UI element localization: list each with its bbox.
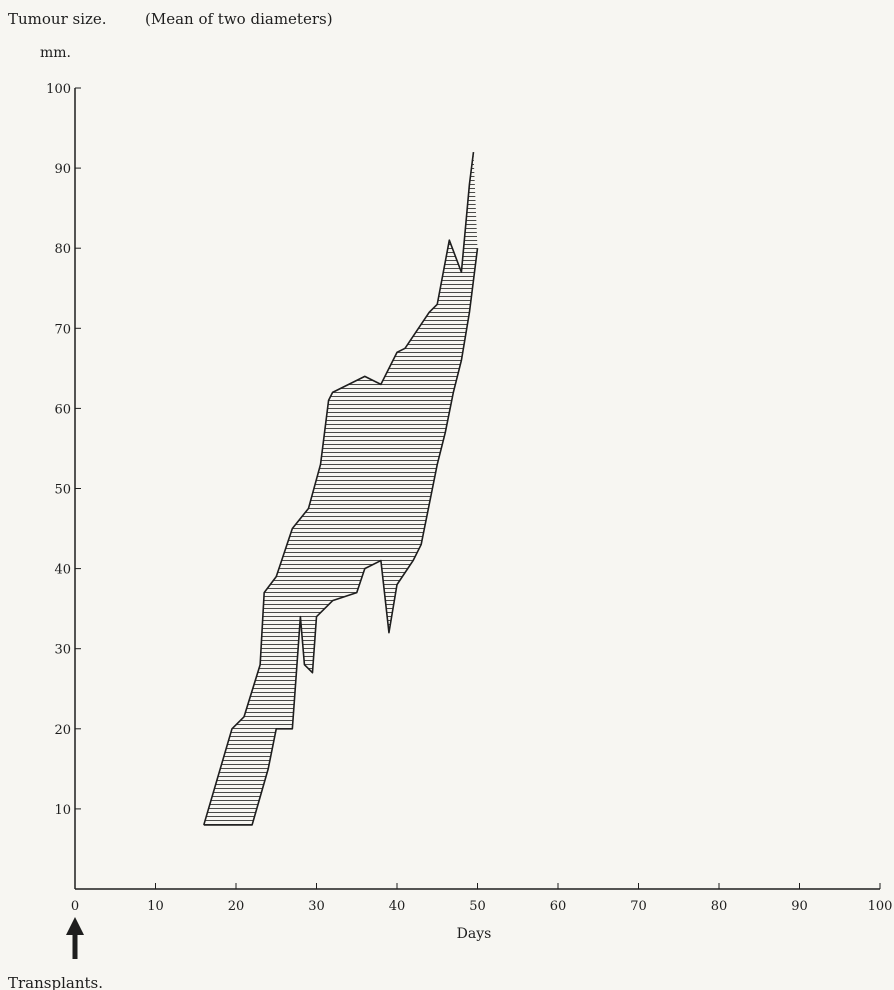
lower-bound-line — [203, 248, 479, 826]
y-axis-unit: mm. — [40, 45, 71, 61]
x-tick-label: 40 — [389, 899, 406, 914]
x-tick-label: 0 — [71, 899, 79, 914]
axis-ticks: 10 20 30 40 50 60 70 80 90 100 0 10 20 30 40 50 60 70 80 90… — [46, 82, 892, 914]
chart-subtitle: (Mean of two diameters) — [145, 10, 333, 28]
axes — [74, 88, 880, 890]
hatched-range-area — [203, 152, 478, 825]
y-tick-label: 40 — [54, 563, 71, 578]
x-tick-label: 60 — [550, 899, 567, 914]
y-tick-label: 10 — [54, 803, 71, 818]
y-tick-label: 90 — [54, 162, 71, 177]
y-tick-label: 30 — [54, 643, 71, 658]
y-tick-label: 50 — [54, 483, 71, 498]
chart-title: Tumour size. — [8, 10, 107, 28]
x-tick-label: 70 — [630, 899, 647, 914]
y-tick-label: 100 — [46, 82, 71, 97]
x-tick-label: 30 — [308, 899, 325, 914]
x-tick-label: 10 — [147, 899, 164, 914]
upper-bound-line — [203, 151, 475, 826]
y-tick-label: 80 — [54, 242, 71, 257]
arrow-head-icon — [66, 917, 84, 935]
x-tick-label: 20 — [228, 899, 245, 914]
y-tick-label: 70 — [54, 322, 71, 337]
transplants-annotation: Transplants. — [8, 974, 103, 990]
x-axis-label: Days — [457, 926, 492, 942]
transplant-arrow — [66, 917, 84, 959]
x-tick-label: 100 — [868, 899, 893, 914]
x-tick-label: 50 — [469, 899, 486, 914]
x-tick-label: 80 — [711, 899, 728, 914]
x-tick-label: 90 — [791, 899, 808, 914]
y-tick-label: 20 — [54, 723, 71, 738]
range-bound-lines — [203, 151, 479, 826]
range-fill — [203, 152, 478, 825]
arrow-shaft — [72, 933, 78, 959]
y-tick-label: 60 — [54, 402, 71, 417]
